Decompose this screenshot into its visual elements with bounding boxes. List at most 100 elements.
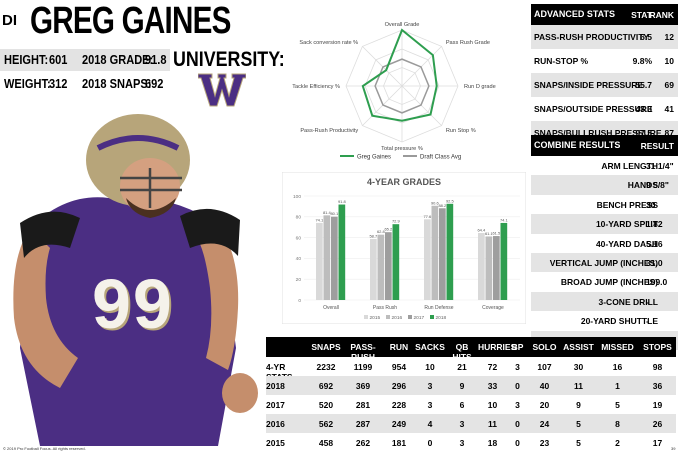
combine-results-table: COMBINE RESULTS RESULT ARM LENGTH 31 1/4"… bbox=[531, 135, 678, 350]
combine-result: 1.82 bbox=[646, 219, 663, 230]
stat-cell: 98 bbox=[652, 362, 663, 372]
stat-rank: 87 bbox=[664, 128, 674, 138]
stat-cell: 562 bbox=[318, 419, 334, 429]
radar-axis-label: Overall Grade bbox=[385, 22, 420, 28]
stats-row: 2018 692 369 296 3 9 33 0 40 11 1 36 bbox=[266, 376, 676, 395]
data-label: 72.9 bbox=[392, 219, 401, 224]
row-label: 2017 bbox=[266, 400, 285, 410]
data-label: 61.5 bbox=[492, 231, 501, 236]
weight-label: WEIGHT: bbox=[4, 76, 51, 91]
stat-cell: 2232 bbox=[316, 362, 336, 372]
stat-cell: 23 bbox=[539, 438, 550, 448]
data-label: 92.5 bbox=[446, 198, 455, 203]
advanced-stat-row: RUN-STOP % 9.8% 10 bbox=[531, 49, 678, 73]
x-tick-label: Pass Rush bbox=[373, 305, 397, 311]
stat-rank: 41 bbox=[664, 104, 674, 114]
combine-row: 40-YARD DASH 5.16 bbox=[531, 234, 678, 253]
weight-snaps-bar: WEIGHT: 312 2018 SNAPS: 692 bbox=[0, 73, 170, 95]
advanced-stat-row: SNAPS/INSIDE PRESSURE 55.7 69 bbox=[531, 73, 678, 97]
data-label: 77.6 bbox=[423, 214, 432, 219]
radar-axis-label: Total pressure % bbox=[381, 146, 423, 152]
data-label: 74.1 bbox=[500, 217, 509, 222]
stat-cell: STOPS bbox=[643, 342, 672, 352]
stat-cell: 4 bbox=[427, 419, 433, 429]
advanced-stat-row: PASS-RUSH PRODUCTIVITY 6.5 12 bbox=[531, 25, 678, 49]
legend-label: 2016 bbox=[392, 315, 403, 321]
combine-row: ARM LENGTH 31 1/4" bbox=[531, 156, 678, 175]
radar-spoke bbox=[401, 85, 442, 126]
stat-value: 43.3 bbox=[635, 104, 652, 114]
bar bbox=[478, 233, 485, 300]
stat-cell: 6 bbox=[459, 400, 465, 410]
row-label: 2018 bbox=[266, 381, 285, 391]
combine-drill: BROAD JUMP (INCHES) bbox=[560, 277, 658, 288]
stat-name: SNAPS/OUTSIDE PRESSURE bbox=[534, 104, 653, 114]
radar-chart: Overall Grade Pass Rush Grade Run D grade R… bbox=[292, 22, 496, 161]
stat-cell: 26 bbox=[652, 419, 663, 429]
legend-swatch bbox=[430, 315, 434, 319]
stat-value: 9.8% bbox=[632, 56, 652, 66]
combine-row: BENCH PRESS 30 bbox=[531, 195, 678, 214]
stat-cell: 8 bbox=[615, 419, 620, 429]
grades-bar-chart: 4-YEAR GRADES 0 20 40 60 80 100 74.1 81.4 80.1 9… bbox=[282, 172, 526, 324]
stat-cell: 262 bbox=[355, 438, 371, 448]
bar bbox=[370, 238, 377, 300]
x-tick-label: Coverage bbox=[482, 305, 504, 311]
data-label: 80.1 bbox=[330, 211, 339, 216]
radar-player-series bbox=[361, 28, 438, 122]
combine-row: VERTICAL JUMP (INCHES) 31.0 bbox=[531, 252, 678, 273]
stat-value: 97.5 bbox=[635, 128, 652, 138]
bar bbox=[439, 208, 446, 300]
stat-cell: QB HITS bbox=[452, 342, 472, 362]
bar bbox=[392, 224, 400, 300]
bar bbox=[331, 216, 338, 300]
stat-cell: 1 bbox=[615, 381, 620, 391]
jersey-number: 99 bbox=[92, 265, 174, 343]
legend-swatch bbox=[408, 315, 412, 319]
grade-value: 91.8 bbox=[145, 52, 167, 67]
combine-drill: HANDS bbox=[627, 180, 658, 191]
stat-cell: 458 bbox=[318, 438, 334, 448]
y-tick-label: 40 bbox=[296, 256, 302, 262]
y-tick-label: 60 bbox=[296, 235, 302, 241]
copyright: © 2019 Pro Football Focus. All rights re… bbox=[3, 446, 86, 451]
snaps-value: 692 bbox=[145, 76, 164, 91]
height-label: HEIGHT: bbox=[4, 52, 49, 67]
stat-cell: 17 bbox=[652, 438, 663, 448]
stat-cell: 9 bbox=[459, 381, 465, 391]
stat-cell: PASS-RUSH bbox=[350, 342, 376, 362]
bar bbox=[500, 222, 508, 300]
bar bbox=[377, 234, 385, 300]
stat-name: RUN-STOP % bbox=[534, 56, 589, 66]
stat-cell: 287 bbox=[355, 419, 371, 429]
combine-result: - bbox=[646, 296, 649, 307]
stats-row: 2016 562 287 249 4 3 11 0 24 5 8 26 bbox=[266, 414, 676, 433]
stat-cell: 3 bbox=[427, 400, 433, 410]
stat-cell: SNAPS bbox=[311, 342, 341, 352]
combine-header: COMBINE RESULTS RESULT bbox=[531, 135, 678, 156]
data-label: 74.1 bbox=[315, 217, 324, 222]
stat-cell: 0 bbox=[427, 438, 433, 448]
radar-axis-label: Pass-Rush Productivity bbox=[300, 128, 358, 134]
legend-player-label: Greg Gaines bbox=[357, 155, 391, 161]
radar-axis-label: Run Stop % bbox=[446, 128, 476, 134]
stat-cell: 107 bbox=[537, 362, 552, 372]
stat-cell: BP bbox=[511, 342, 524, 352]
combine-drill: 20-YARD SHUTTLE bbox=[580, 316, 658, 327]
stat-cell: 249 bbox=[391, 419, 407, 429]
stat-cell: 33 bbox=[487, 381, 498, 391]
legend-label: 2017 bbox=[414, 315, 425, 321]
data-label: 61.1 bbox=[485, 231, 494, 236]
row-label: 2015 bbox=[266, 438, 285, 448]
y-tick-label: 100 bbox=[293, 194, 301, 200]
stat-cell: 954 bbox=[391, 362, 407, 372]
bar bbox=[424, 219, 431, 300]
combine-result: 9 5/8" bbox=[646, 180, 669, 191]
stat-name: SNAPS/INSIDE PRESSURE bbox=[534, 80, 644, 90]
combine-drill: BENCH PRESS bbox=[596, 199, 658, 210]
bar bbox=[493, 236, 500, 300]
combine-result: 31 1/4" bbox=[646, 161, 674, 171]
stat-cell: MISSED bbox=[601, 342, 634, 352]
x-tick-label: Run Defense bbox=[424, 305, 453, 311]
advanced-stat-row: SNAPS/OUTSIDE PRESSURE 43.3 41 bbox=[531, 97, 678, 121]
